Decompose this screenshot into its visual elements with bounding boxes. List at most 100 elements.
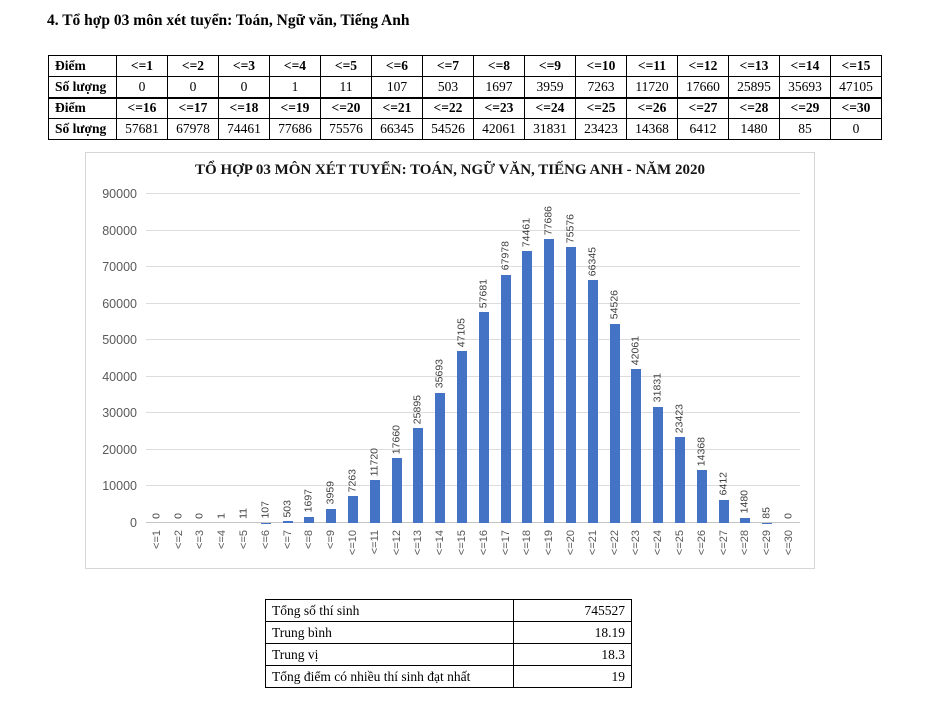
count-cell: 7263 [575, 76, 627, 98]
x-axis-tick-label: <=15 [456, 530, 469, 556]
bar-slot: 66345 <=21 [582, 194, 604, 555]
summary-label: Tổng điểm có nhiều thí sinh đạt nhất [265, 665, 514, 688]
score-header-cell: <=5 [320, 55, 372, 77]
gridline [146, 485, 800, 487]
summary-label: Trung bình [265, 621, 514, 644]
score-header-cell: <=8 [473, 55, 525, 77]
bar-value-label: 1 [215, 513, 228, 519]
count-cell: 1697 [473, 76, 525, 98]
x-axis-tick-label: <=28 [739, 530, 752, 556]
bar [740, 517, 751, 523]
count-cell: 0 [218, 76, 270, 98]
x-axis-tick-label: <=24 [652, 530, 665, 556]
bar-value-label: 0 [193, 513, 206, 519]
x-axis-line [146, 522, 800, 523]
bar [587, 280, 598, 523]
y-axis-tick-label: 30000 [102, 406, 137, 421]
x-axis-tick-label: <=18 [521, 530, 534, 556]
bar-slot: 1 <=4 [211, 194, 233, 549]
bar [304, 516, 315, 523]
score-header-cell: <=9 [524, 55, 576, 77]
count-cell: 31831 [524, 118, 576, 140]
bar-slot: 17660 <=12 [386, 194, 408, 555]
count-cell: 6412 [677, 118, 729, 140]
bar-value-label: 85 [760, 507, 773, 519]
bar-slot: 0 <=3 [190, 194, 212, 549]
bar-value-label: 1697 [302, 489, 315, 513]
score-header-cell: <=20 [320, 96, 372, 119]
bar-slot: 31831 <=24 [647, 194, 669, 555]
count-cell: 11 [320, 76, 372, 98]
y-axis-tick-label: 20000 [102, 442, 137, 457]
y-axis-tick-label: 40000 [102, 369, 137, 384]
score-header-cell: <=14 [779, 55, 831, 77]
x-axis-tick-label: <=20 [565, 530, 578, 556]
x-axis-tick-label: <=30 [783, 530, 796, 556]
bar [391, 458, 402, 523]
y-axis-tick-label: 90000 [102, 187, 137, 201]
bar-slot: 14368 <=26 [691, 194, 713, 555]
bar-value-label: 11 [237, 508, 250, 519]
chart-title: TỔ HỢP 03 MÔN XÉT TUYỂN: TOÁN, NGỮ VĂN, … [195, 162, 705, 178]
bar-slot: 3959 <=9 [320, 194, 342, 549]
score-header-cell: <=6 [371, 55, 423, 77]
score-header-cell: <=16 [116, 96, 168, 119]
score-header-cell: <=13 [728, 55, 780, 77]
bar [413, 428, 424, 523]
bar-value-label: 31831 [651, 373, 664, 403]
count-cell: 35693 [779, 76, 831, 98]
y-axis-tick-label: 10000 [102, 479, 137, 494]
count-cell: 0 [167, 76, 219, 98]
x-axis-tick-label: <=7 [281, 530, 294, 549]
chart-plot: 0 10000 20000 30000 40000 50000 60000 70000 8000… [102, 187, 800, 556]
bar-value-label: 75576 [564, 213, 577, 243]
score-distribution-table: Điểm <=1 <=2 <=3 <=4 <=5 <=6 <=7 <=8 <=9 <=10 <=11 <… [48, 55, 882, 140]
x-axis-tick-label: <=2 [172, 530, 185, 549]
score-header-cell: <=22 [422, 96, 474, 119]
summary-row: Trung bình 18.19 [265, 621, 632, 644]
count-cell: 0 [830, 118, 882, 140]
bar-slot: 1480 <=28 [735, 194, 757, 555]
score-header-cell: <=2 [167, 55, 219, 77]
y-axis-tick-label: 60000 [102, 296, 137, 311]
bar-value-label: 11720 [368, 447, 381, 477]
bar-value-label: 7263 [346, 469, 359, 493]
y-axis-tick-label: 80000 [102, 223, 137, 238]
bar-slot: 77686 <=19 [538, 194, 560, 555]
gridline [146, 448, 800, 450]
score-header-cell: <=10 [575, 55, 627, 77]
bar [675, 437, 686, 523]
y-axis-tick-label: 70000 [102, 260, 137, 275]
score-header-cell: <=19 [269, 96, 321, 119]
score-row-label: Điểm [48, 96, 117, 119]
summary-table-body: Tổng số thí sinh 745527 Trung bình 18.19 Tru… [265, 599, 632, 688]
bar-value-label: 23423 [673, 404, 686, 434]
bar-value-label: 503 [281, 499, 294, 518]
bar [718, 499, 729, 523]
bar-value-label: 77686 [542, 205, 555, 236]
score-table-row: Điểm <=1 <=2 <=3 <=4 <=5 <=6 <=7 <=8 <=9 <=10 <=11 <… [48, 55, 882, 77]
bar-slot: 23423 <=25 [669, 194, 691, 555]
bar-slot: 1697 <=8 [299, 194, 321, 549]
bar-slot: 75576 <=20 [560, 194, 582, 556]
gridline [146, 412, 800, 414]
bar-slot: 107 <=6 [255, 194, 277, 549]
summary-label: Trung vị [265, 643, 514, 666]
bar [522, 250, 533, 523]
y-axis-tick-label: 50000 [102, 333, 137, 348]
bar-value-label: 0 [150, 513, 163, 519]
score-header-cell: <=28 [728, 96, 780, 119]
bar-value-label: 42061 [629, 336, 642, 366]
x-axis-tick-label: <=5 [238, 530, 251, 549]
x-axis-tick-label: <=13 [412, 530, 425, 556]
bar [653, 406, 664, 523]
bar-slot: 35693 <=14 [429, 194, 451, 555]
bar-slot: 6412 <=27 [713, 194, 735, 555]
summary-value: 745527 [513, 599, 632, 622]
count-cell: 1480 [728, 118, 780, 140]
bar [696, 470, 707, 523]
count-cell: 107 [371, 76, 423, 98]
bar-value-label: 57681 [477, 278, 490, 309]
bar [478, 312, 489, 523]
